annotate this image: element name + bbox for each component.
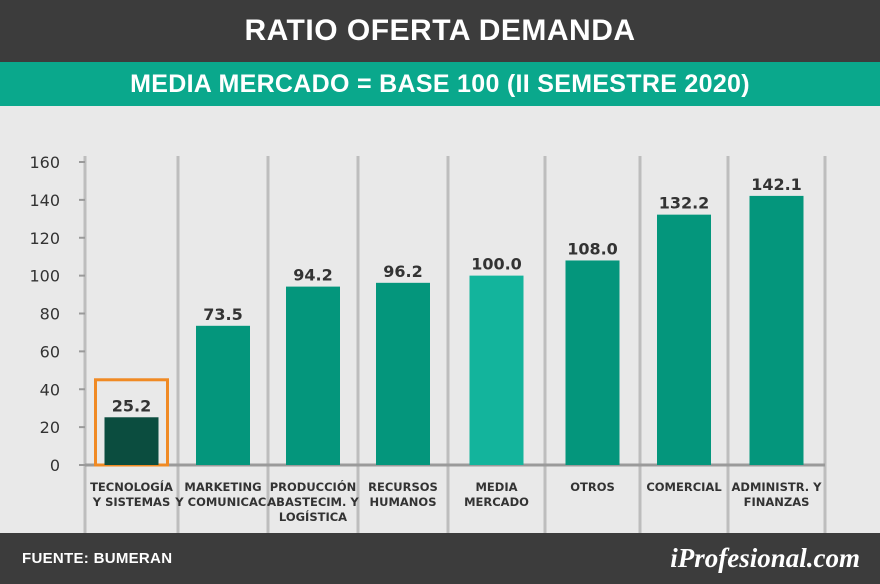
bar bbox=[749, 195, 804, 465]
category-label: MEDIA bbox=[475, 480, 517, 494]
y-tick-label: 20 bbox=[40, 418, 60, 437]
category-label: ADMINISTR. Y bbox=[732, 480, 823, 494]
footer: FUENTE: BUMERAN iProfesional.com bbox=[0, 533, 880, 584]
category-label: ABASTECIM. Y bbox=[267, 495, 359, 509]
bar-value-label: 100.0 bbox=[471, 255, 522, 274]
y-tick-label: 60 bbox=[40, 342, 60, 361]
bar bbox=[286, 286, 340, 465]
bar-value-label: 108.0 bbox=[567, 239, 618, 258]
bar-value-label: 94.2 bbox=[293, 266, 332, 285]
category-label: TECNOLOGÍA bbox=[90, 479, 173, 494]
y-tick-label: 120 bbox=[29, 229, 60, 248]
y-tick-label: 140 bbox=[29, 191, 60, 210]
bar bbox=[104, 417, 159, 465]
y-tick-label: 160 bbox=[29, 153, 60, 172]
bar bbox=[657, 214, 711, 465]
chart-subtitle: MEDIA MERCADO = BASE 100 (II SEMESTRE 20… bbox=[0, 62, 880, 106]
category-label: MARKETING bbox=[184, 480, 261, 494]
category-label: OTROS bbox=[570, 480, 615, 494]
bar bbox=[376, 282, 430, 465]
category-label: COMERCIAL bbox=[646, 480, 722, 494]
y-tick-label: 40 bbox=[40, 380, 60, 399]
y-tick-label: 80 bbox=[40, 305, 60, 324]
y-tick-label: 0 bbox=[50, 456, 60, 475]
category-label: LOGÍSTICA bbox=[279, 509, 347, 524]
bar bbox=[469, 275, 524, 465]
category-label: MERCADO bbox=[464, 495, 529, 509]
chart-area: 0 20 40 60 80 100 120 140 160 25.2 TECNOLOGÍA Y SIS… bbox=[0, 106, 880, 535]
category-label: RECURSOS bbox=[368, 480, 438, 494]
chart-title: RATIO OFERTA DEMANDA bbox=[0, 0, 880, 62]
category-label: Y COMUNICAC. bbox=[174, 495, 270, 509]
brand-logo: iProfesional.com bbox=[670, 543, 860, 573]
bar-value-label: 132.2 bbox=[659, 194, 710, 213]
bar-value-label: 25.2 bbox=[112, 396, 151, 415]
y-tick-label: 100 bbox=[29, 267, 60, 286]
category-label: HUMANOS bbox=[370, 495, 437, 509]
bar bbox=[565, 260, 620, 465]
category-label: PRODUCCIÓN bbox=[270, 479, 357, 494]
category-label: FINANZAS bbox=[744, 495, 810, 509]
bar bbox=[196, 325, 250, 465]
bar-value-label: 73.5 bbox=[203, 305, 242, 324]
bar-value-label: 96.2 bbox=[383, 262, 422, 281]
category-label: Y SISTEMAS bbox=[92, 495, 171, 509]
bar-value-label: 142.1 bbox=[751, 175, 802, 194]
source-label: FUENTE: BUMERAN bbox=[22, 550, 173, 567]
